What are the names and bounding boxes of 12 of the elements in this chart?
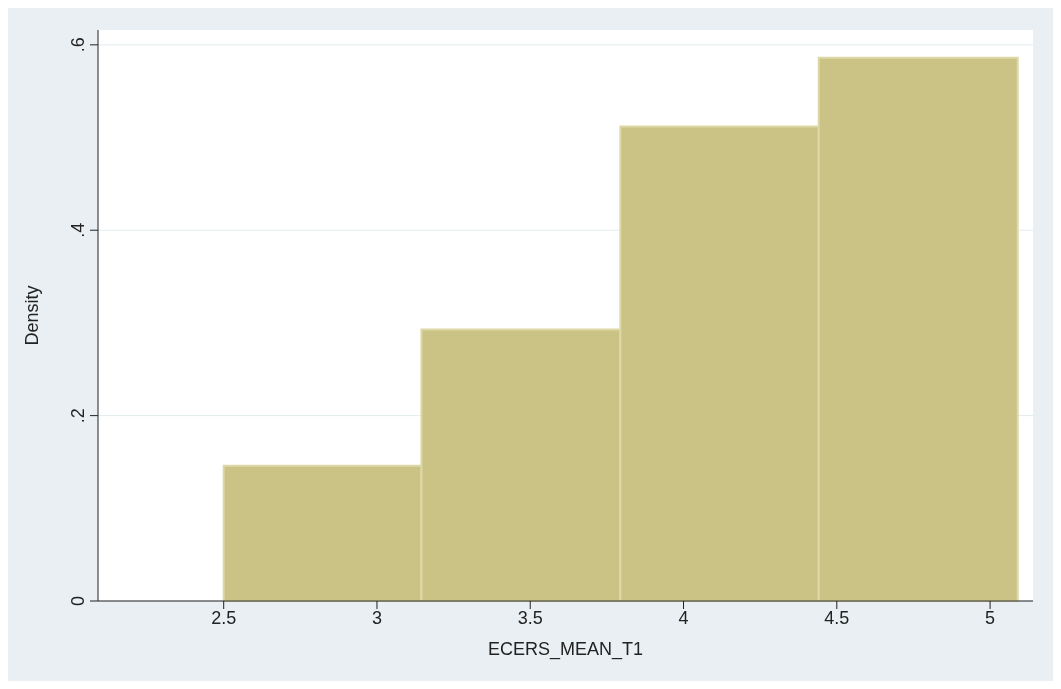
- y-tick-label: .4: [68, 222, 88, 238]
- x-tick-label: 4.5: [824, 607, 850, 628]
- y-axis-title: Density: [22, 285, 43, 346]
- x-axis-title: ECERS_MEAN_T1: [487, 639, 644, 660]
- x-tick-label: 3: [371, 607, 382, 628]
- y-tick-label: 0: [68, 595, 88, 607]
- x-tick-label: 4: [678, 607, 689, 628]
- y-tick-label: .2: [68, 408, 88, 424]
- y-tick-label: .6: [68, 37, 88, 53]
- x-tick-label: 2.5: [211, 607, 237, 628]
- x-tick-label: 5: [985, 607, 996, 628]
- x-tick-label: 3.5: [517, 607, 543, 628]
